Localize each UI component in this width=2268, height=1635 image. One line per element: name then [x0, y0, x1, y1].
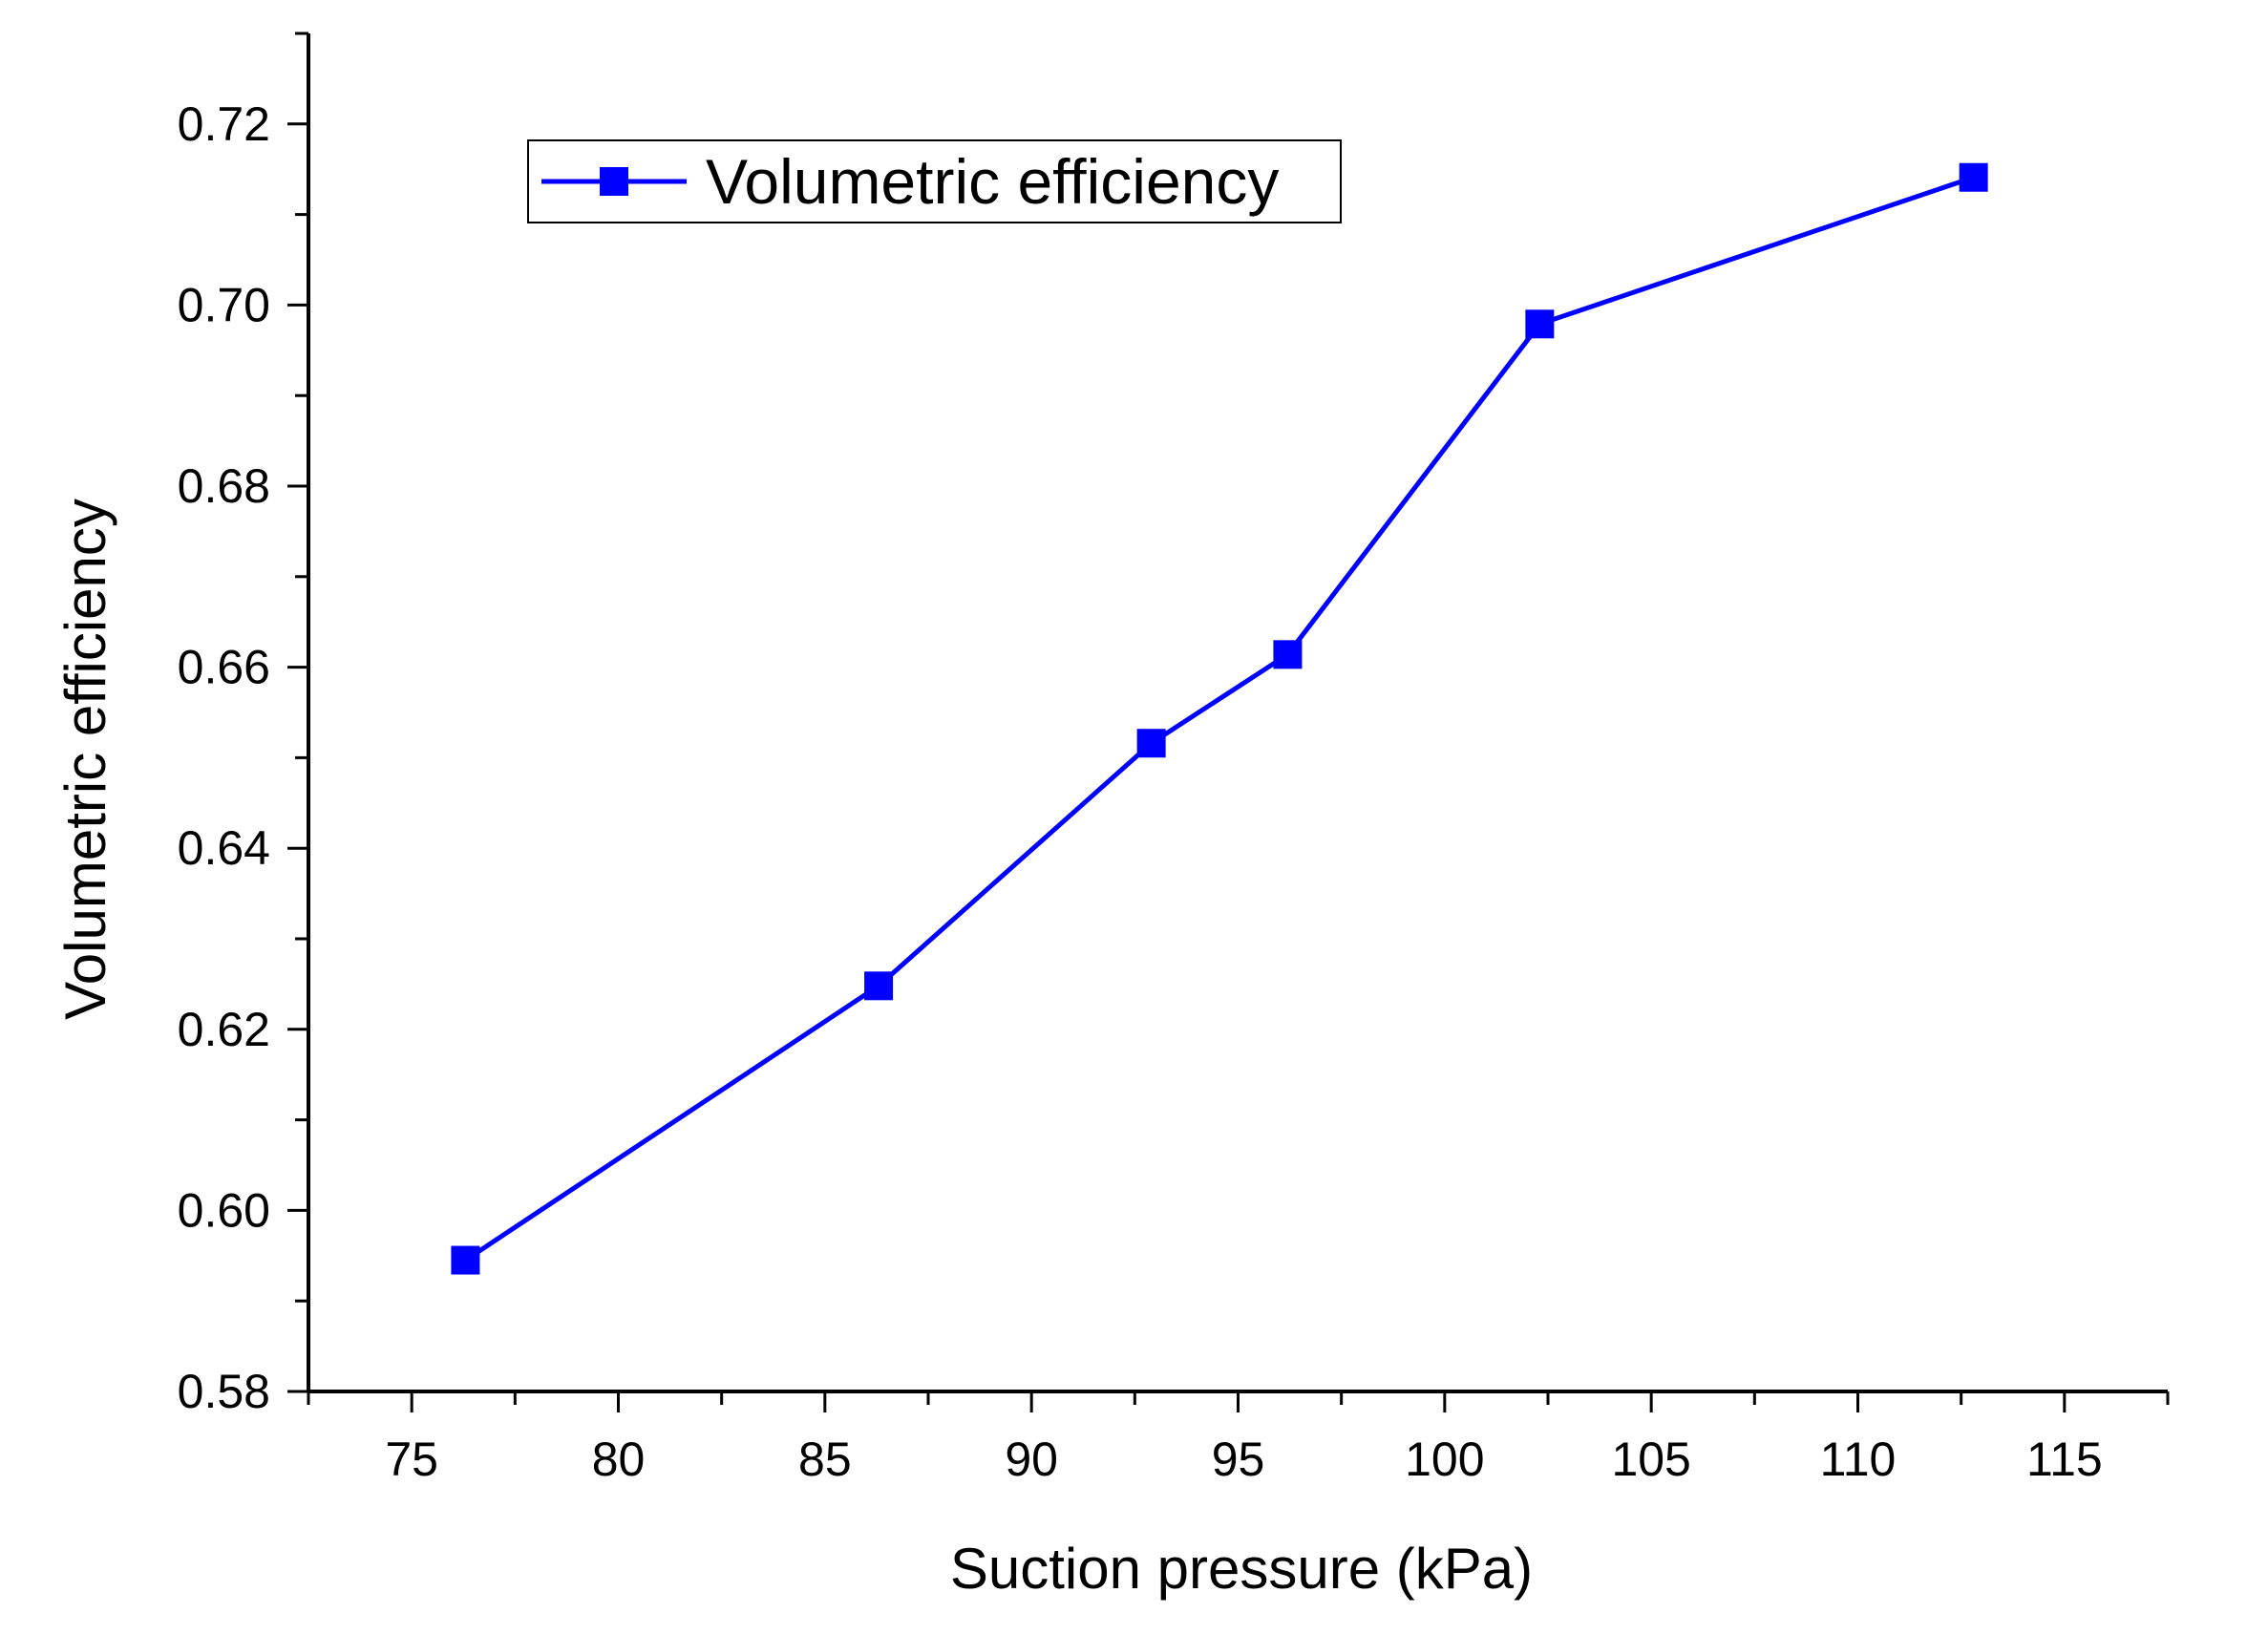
y-tick-label: 0.64 — [178, 821, 270, 875]
x-axis-title: Suction pressure (kPa) — [950, 1537, 1533, 1601]
axes: 75 80 85 90 95 100 105 110 115 0.58 0.60 0.62 0.64 0.… — [178, 32, 2170, 1486]
y-tick-label: 0.72 — [178, 97, 270, 151]
legend-box — [527, 139, 1342, 223]
x-tick-label: 105 — [1611, 1433, 1690, 1486]
y-tick-label: 0.60 — [178, 1183, 270, 1237]
x-tick-label: 115 — [2026, 1433, 2103, 1486]
legend-label: Volumetric efficiency — [706, 146, 1279, 217]
data-point-marker — [1136, 729, 1166, 758]
y-tick-label: 0.70 — [178, 278, 270, 331]
data-point-marker — [1959, 162, 1988, 192]
legend: Volumetric efficiency — [527, 139, 1342, 223]
y-tick-label: 0.66 — [178, 641, 270, 694]
data-point-marker — [451, 1245, 480, 1275]
y-tick-label: 0.58 — [178, 1365, 270, 1418]
x-tick-label: 85 — [798, 1433, 852, 1486]
data-point-marker — [1525, 309, 1555, 339]
data-point-marker — [1273, 640, 1303, 669]
series-line — [464, 175, 1975, 1263]
y-tick-label: 0.62 — [178, 1003, 270, 1056]
data-point-marker — [864, 971, 894, 1001]
legend-marker — [600, 167, 628, 196]
x-tick-label: 75 — [385, 1433, 438, 1486]
y-tick-label: 0.68 — [178, 459, 270, 513]
x-tick-label: 110 — [1820, 1433, 1897, 1486]
x-tick-label: 95 — [1212, 1433, 1265, 1486]
x-tick-label: 100 — [1405, 1433, 1484, 1486]
x-tick-label: 90 — [1005, 1433, 1058, 1486]
x-tick-label: 80 — [592, 1433, 646, 1486]
y-axis-title: Volumetric efficiency — [53, 499, 117, 1020]
series-layer — [451, 162, 1988, 1275]
